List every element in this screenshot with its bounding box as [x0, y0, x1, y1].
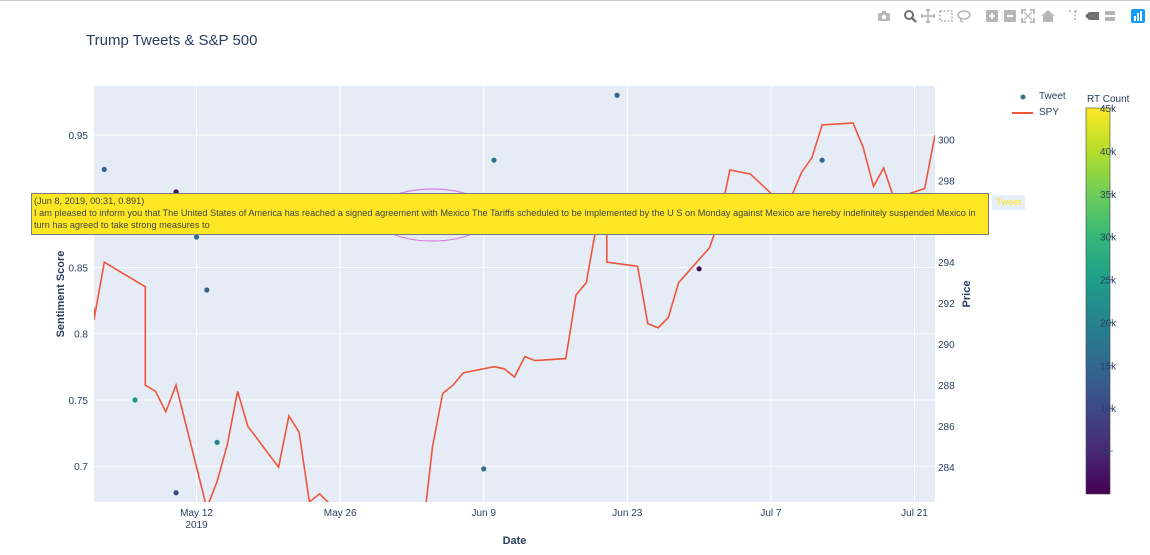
- y-left-tick-label: 0.75: [69, 396, 89, 407]
- tweet-point: [101, 166, 107, 173]
- tweet-point: [696, 266, 702, 272]
- legend-line-spy: [1012, 112, 1033, 114]
- tweet-point: [193, 234, 200, 240]
- y-left-tick-label: 0.95: [69, 131, 89, 142]
- y-left-tick-label: 0.85: [69, 264, 89, 275]
- zoom-out-icon[interactable]: [1002, 8, 1018, 24]
- x-tick-label: Jun 23: [612, 508, 642, 519]
- colorbar-tick-label: 45k: [1100, 104, 1117, 115]
- tooltip-header: (Jun 8, 2019, 00:31, 0.891): [34, 196, 145, 206]
- x-axis-title: Date: [503, 535, 527, 547]
- colorbar: [1085, 107, 1111, 495]
- y-left-tick-label: 0.8: [74, 330, 88, 341]
- plotly-logo-icon[interactable]: [1130, 8, 1146, 24]
- x-tick-label: May 26: [324, 508, 357, 519]
- autoscale-icon[interactable]: [1020, 8, 1036, 24]
- legend-label-tweet: Tweet: [1039, 91, 1066, 102]
- tweet-point: [614, 92, 620, 98]
- chart-title: Trump Tweets & S&P 500: [86, 32, 258, 49]
- x-tick-label: May 12: [180, 508, 213, 519]
- hover-closest-icon[interactable]: [1084, 8, 1100, 24]
- y-right-tick-label: 298: [938, 176, 955, 187]
- x-tick-label: Jul 21: [901, 508, 928, 519]
- tweet-point: [204, 287, 210, 293]
- tweet-point: [173, 490, 179, 496]
- tweet-point: [132, 397, 138, 403]
- y-right-tick-label: 290: [938, 340, 955, 351]
- lasso-icon[interactable]: [956, 8, 972, 24]
- top-border: [0, 0, 1150, 1]
- y-left-axis-title: Sentiment Score: [55, 251, 67, 338]
- hover-compare-icon[interactable]: [1102, 8, 1118, 24]
- hover-tooltip: (Jun 8, 2019, 00:31, 0.891) I am pleased…: [31, 193, 989, 235]
- x-tick-label: Jun 9: [471, 508, 496, 519]
- colorbar-tick-label: 20k: [1100, 318, 1117, 329]
- legend-label-spy: SPY: [1039, 107, 1060, 118]
- y-right-tick-label: 284: [938, 463, 955, 474]
- y-right-tick-label: 294: [938, 258, 955, 269]
- colorbar-tick-label: 25k: [1100, 276, 1117, 287]
- home-icon[interactable]: [1040, 8, 1056, 24]
- camera-icon[interactable]: [876, 8, 892, 24]
- spike-lines-icon[interactable]: [1066, 8, 1082, 24]
- x-tick-label: Jul 7: [760, 508, 782, 519]
- y-right-tick-label: 292: [938, 299, 955, 310]
- colorbar-tick-label: 15k: [1100, 361, 1117, 372]
- colorbar-tick-label: 30k: [1100, 233, 1117, 244]
- colorbar-tick-label: 35k: [1100, 190, 1117, 201]
- zoom-icon[interactable]: [902, 8, 918, 24]
- pan-icon[interactable]: [920, 8, 936, 24]
- zoom-in-icon[interactable]: [984, 8, 1000, 24]
- colorbar-tick-label: 10k: [1100, 404, 1117, 415]
- spy-line: [94, 122, 935, 502]
- colorbar-title: RT Count: [1087, 94, 1130, 105]
- tweet-point: [819, 157, 825, 163]
- x-tick-year: 2019: [185, 520, 208, 531]
- y-right-tick-label: 300: [938, 135, 955, 146]
- y-right-tick-label: 286: [938, 422, 955, 433]
- tooltip-text: I am pleased to inform you that The Unit…: [34, 208, 976, 230]
- legend-marker-tweet: [1020, 94, 1026, 100]
- colorbar-tick-label: 40k: [1100, 147, 1117, 158]
- plot-area: [94, 86, 935, 502]
- tweet-point: [481, 466, 487, 472]
- y-right-axis-title: Price: [961, 281, 973, 308]
- box-select-icon[interactable]: [938, 8, 954, 24]
- tweet-point: [491, 157, 497, 163]
- tooltip-trace-label: Tweet: [992, 195, 1026, 210]
- y-right-tick-label: 288: [938, 381, 955, 392]
- tweet-point: [214, 439, 220, 445]
- y-left-tick-label: 0.7: [74, 462, 88, 473]
- colorbar-tick-label: 5k: [1100, 447, 1112, 458]
